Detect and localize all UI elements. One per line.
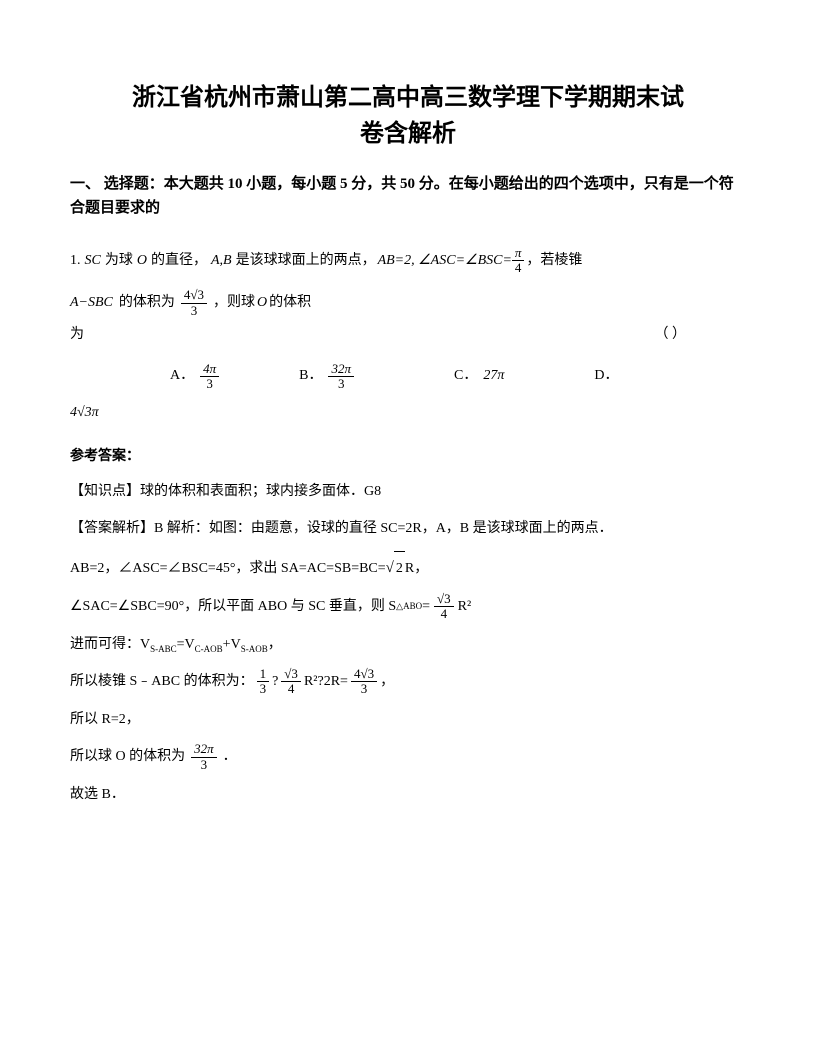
explain-l9: 故选 B． <box>70 778 746 812</box>
formula-vol: 4√3 3 <box>181 288 207 318</box>
explain-l7: 所以 R=2， <box>70 703 746 737</box>
title-line2: 卷含解析 <box>70 116 746 152</box>
options-row: A． 4π3 B． 32π3 C． 27π D． <box>70 361 746 392</box>
paren: （ ） <box>655 320 687 351</box>
q-text: ，则球 <box>213 288 255 319</box>
option-d-val: 4√3π <box>70 398 99 429</box>
sym-asbc: A−SBC <box>70 288 113 319</box>
explain-l3: AB=2，∠ASC=∠BSC=45°，求出 SA=AC=SB=BC=2R， <box>70 550 746 586</box>
sym-ab: A,B <box>211 246 232 277</box>
explain-l6: 所以棱锥 S﹣ABC 的体积为： 13 ? √34 R² ?2R= 4√33 ， <box>70 665 746 699</box>
section-header: 一、 选择题：本大题共 10 小题，每小题 5 分，共 50 分。在每小题给出的… <box>70 172 746 220</box>
q-text: 是该球球面上的两点， <box>236 246 376 277</box>
sym-o: O <box>137 246 147 277</box>
answer-label: 参考答案： <box>70 445 746 465</box>
option-c: C． 27π <box>454 361 504 392</box>
formula-condition: AB=2, ∠ASC=∠BSC= π4 <box>378 246 525 277</box>
sqrt-icon: 2 <box>386 550 405 586</box>
option-a: A． 4π3 <box>170 361 219 392</box>
q-text: 为 <box>70 320 84 351</box>
explain-l8: 所以球 O 的体积为 32π3 ． <box>70 740 746 774</box>
page-title: 浙江省杭州市萧山第二高中高三数学理下学期期末试 卷含解析 <box>70 80 746 152</box>
q-text: 的体积为 <box>119 288 175 319</box>
q-text: 为球 <box>105 246 133 277</box>
question-1: 1. SC 为球 O 的直径， A,B 是该球球面上的两点， AB=2, ∠AS… <box>70 245 746 430</box>
sym-o2: O <box>257 288 267 319</box>
q-text: 的体积 <box>269 288 311 319</box>
explain-l2: 【答案解析】B 解析：如图：由题意，设球的直径 SC=2R，A，B 是该球球面上… <box>70 512 746 546</box>
explain-knowledge: 【知识点】球的体积和表面积；球内接多面体．G8 <box>70 475 746 509</box>
q-num: 1. <box>70 246 81 277</box>
q-text: ，若棱锥 <box>526 246 582 277</box>
explanation: 【知识点】球的体积和表面积；球内接多面体．G8 【答案解析】B 解析：如图：由题… <box>70 475 746 812</box>
explain-l5: 进而可得：VS-ABC=VC-AOB+VS-AOB， <box>70 628 746 662</box>
sym-sc: SC <box>85 246 101 277</box>
title-line1: 浙江省杭州市萧山第二高中高三数学理下学期期末试 <box>70 80 746 116</box>
option-d: D． <box>594 361 618 392</box>
q-text: 的直径， <box>151 246 207 277</box>
explain-l4: ∠SAC=∠SBC=90°，所以平面 ABO 与 SC 垂直，则 S△ABO= … <box>70 590 746 624</box>
option-b: B． 32π3 <box>299 361 354 392</box>
